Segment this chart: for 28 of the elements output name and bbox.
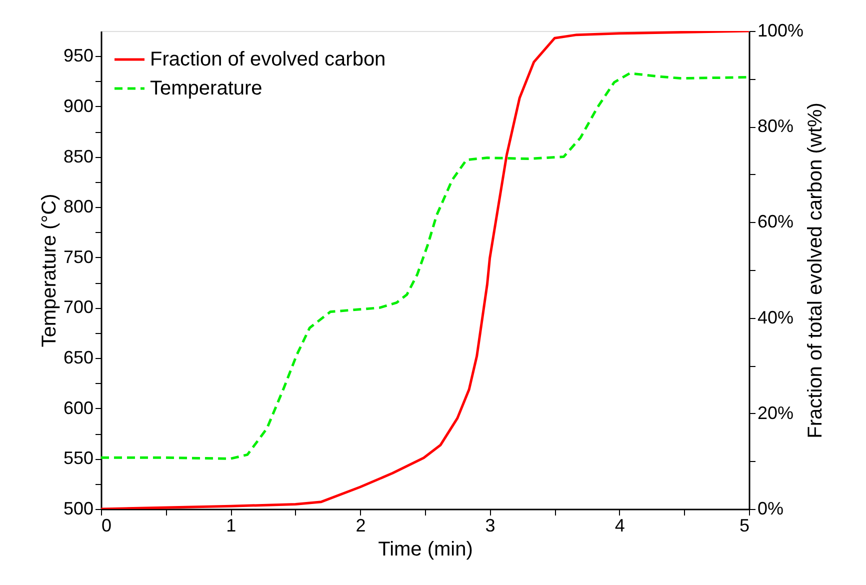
y-tick-label: 900 <box>63 96 94 116</box>
y-tick-label: 650 <box>63 348 94 368</box>
y-tick-label: 500 <box>63 498 94 518</box>
y-tick-label: 600 <box>63 398 94 418</box>
x-tick-label: 3 <box>485 516 496 536</box>
y2-tick-label: 80% <box>758 116 794 136</box>
y-tick-label: 800 <box>63 196 94 217</box>
x-tick-label: 1 <box>226 516 236 536</box>
y-tick-label: 950 <box>63 46 94 66</box>
legend-label: Fraction of evolved carbon <box>150 48 386 70</box>
line-series <box>101 72 748 460</box>
y2-tick-label: 40% <box>758 307 794 328</box>
y-tick-label: 550 <box>63 448 94 468</box>
y2-tick-label: 20% <box>758 402 794 423</box>
y2-tick-label: 60% <box>758 212 794 232</box>
x-tick-label: 5 <box>739 516 750 536</box>
y-tick-label: 700 <box>63 297 94 318</box>
x-tick-label: 4 <box>614 516 625 536</box>
x-tick-label: 0 <box>102 516 112 536</box>
y2-axis-title: Fraction of total evolved carbon (wt%) <box>804 102 827 438</box>
x-axis-title: Time (min) <box>378 538 473 560</box>
x-tick-label: 2 <box>356 516 366 536</box>
y-tick-label: 850 <box>63 146 94 166</box>
legend-label: Temperature <box>150 78 262 100</box>
y2-tick-label: 100% <box>758 20 804 40</box>
y-axis-title: Temperature (°C) <box>38 194 60 348</box>
y2-tick-label: 0% <box>758 498 784 518</box>
y-tick-label: 750 <box>63 246 94 267</box>
